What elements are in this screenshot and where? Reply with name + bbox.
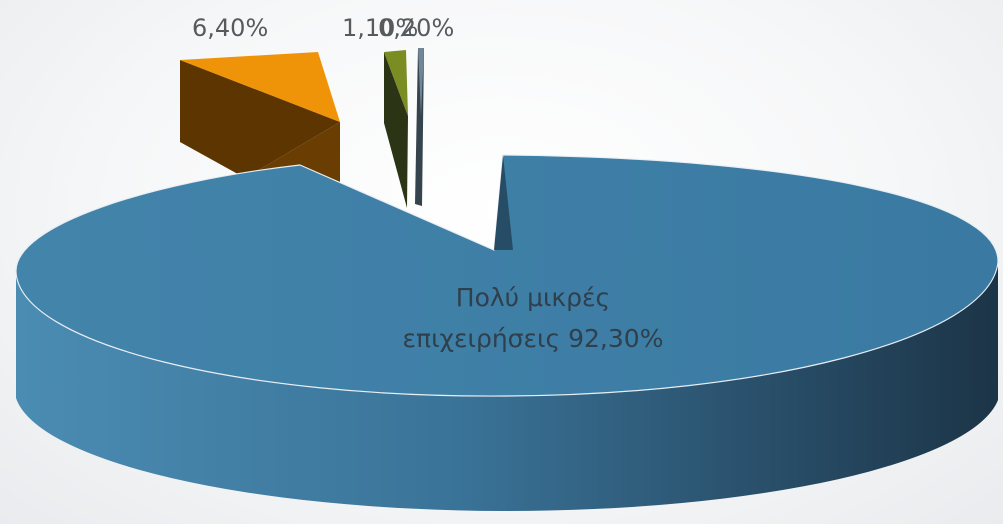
slice-main-3d: [15, 154, 999, 511]
data-label-main-line2: επιχειρήσεις 92,30%: [403, 324, 664, 353]
slice-main-top: [15, 154, 999, 397]
slice-6-4-side-right: [245, 122, 340, 182]
data-label-slice-3: 1,10%: [342, 14, 418, 42]
slice-6-4-side-left: [180, 60, 340, 178]
slice-0-2-top: [418, 48, 424, 116]
slice-main-cut: [494, 155, 513, 250]
data-label-main-line1: Πολύ μικρές: [456, 283, 610, 312]
slice-6-4-top: [180, 52, 340, 122]
slice-1-1-side: [384, 52, 408, 208]
data-label-slice-4: 0,20%: [378, 14, 454, 42]
slice-1-1-top: [384, 50, 408, 116]
slice-small-3d: [180, 48, 424, 208]
data-label-slice-2: 6,40%: [192, 14, 268, 42]
